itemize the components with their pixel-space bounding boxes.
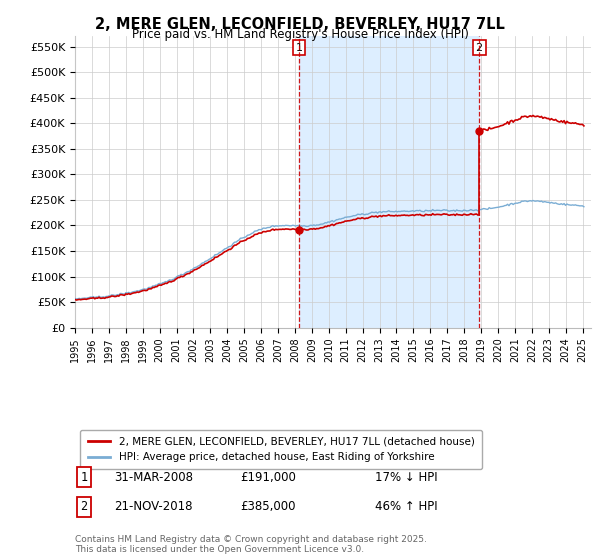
Text: 46% ↑ HPI: 46% ↑ HPI bbox=[375, 500, 437, 514]
Text: 2: 2 bbox=[80, 500, 88, 514]
Legend: 2, MERE GLEN, LECONFIELD, BEVERLEY, HU17 7LL (detached house), HPI: Average pric: 2, MERE GLEN, LECONFIELD, BEVERLEY, HU17… bbox=[80, 430, 482, 469]
Text: Contains HM Land Registry data © Crown copyright and database right 2025.
This d: Contains HM Land Registry data © Crown c… bbox=[75, 535, 427, 554]
Text: £385,000: £385,000 bbox=[240, 500, 296, 514]
Text: 17% ↓ HPI: 17% ↓ HPI bbox=[375, 470, 437, 484]
Text: 1: 1 bbox=[80, 470, 88, 484]
Text: 1: 1 bbox=[296, 43, 302, 53]
Text: £191,000: £191,000 bbox=[240, 470, 296, 484]
Bar bbox=[299, 36, 479, 328]
Text: 31-MAR-2008: 31-MAR-2008 bbox=[114, 470, 193, 484]
Text: 21-NOV-2018: 21-NOV-2018 bbox=[114, 500, 193, 514]
Text: Price paid vs. HM Land Registry's House Price Index (HPI): Price paid vs. HM Land Registry's House … bbox=[131, 28, 469, 41]
Text: 2: 2 bbox=[476, 43, 483, 53]
Text: 2, MERE GLEN, LECONFIELD, BEVERLEY, HU17 7LL: 2, MERE GLEN, LECONFIELD, BEVERLEY, HU17… bbox=[95, 17, 505, 32]
